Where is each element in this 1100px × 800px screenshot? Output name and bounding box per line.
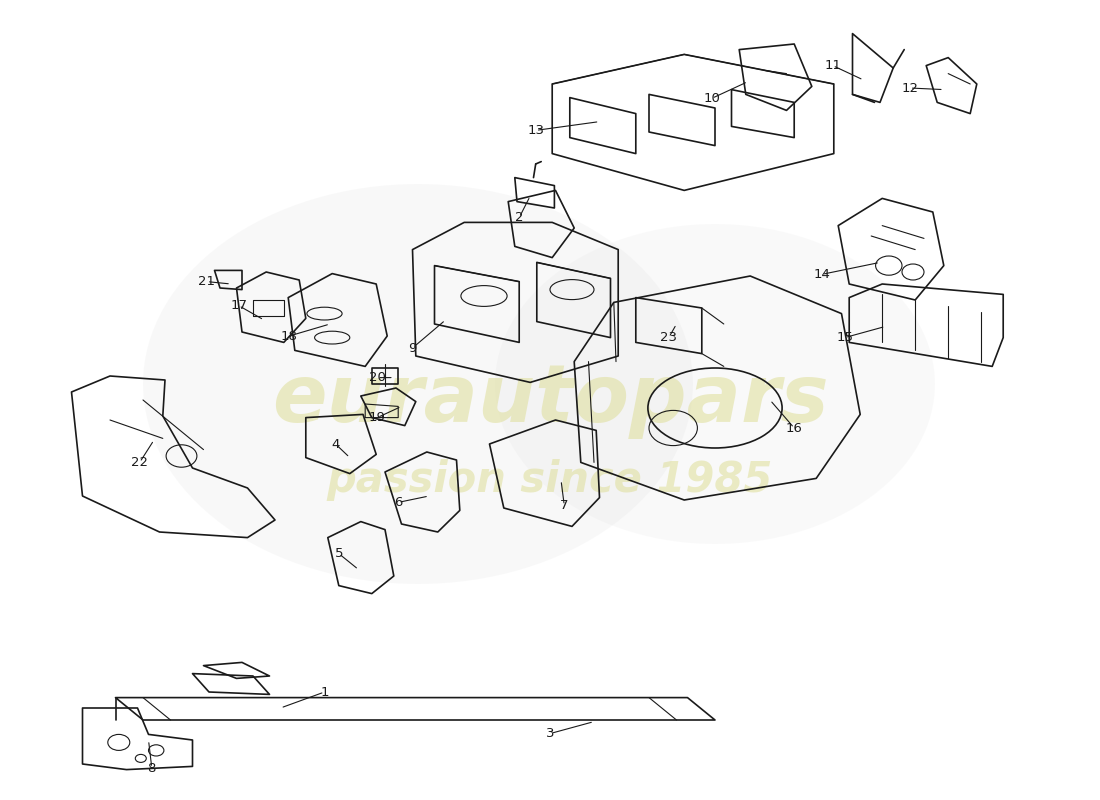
Text: 9: 9 (408, 342, 417, 354)
Text: 8: 8 (147, 762, 156, 774)
Circle shape (495, 224, 935, 544)
Text: 10: 10 (703, 92, 720, 105)
Text: 12: 12 (901, 82, 918, 94)
Text: passion since 1985: passion since 1985 (327, 459, 773, 501)
Text: 16: 16 (785, 422, 803, 434)
Text: 18: 18 (280, 330, 298, 342)
Text: 22: 22 (131, 456, 149, 469)
Text: 15: 15 (836, 331, 854, 344)
Text: 4: 4 (331, 438, 340, 450)
Text: 3: 3 (546, 727, 554, 740)
Text: 1: 1 (320, 686, 329, 698)
Text: 7: 7 (560, 499, 569, 512)
Text: 13: 13 (527, 124, 544, 137)
Text: 11: 11 (824, 59, 842, 72)
Text: 6: 6 (394, 496, 403, 509)
Text: 17: 17 (230, 299, 248, 312)
Text: eurautopars: eurautopars (272, 361, 828, 439)
Circle shape (143, 184, 693, 584)
Text: 23: 23 (660, 331, 678, 344)
Text: 2: 2 (515, 211, 524, 224)
Text: 21: 21 (198, 275, 216, 288)
Text: 5: 5 (334, 547, 343, 560)
Text: 14: 14 (813, 268, 830, 281)
Text: 20: 20 (368, 371, 386, 384)
Text: 19: 19 (368, 411, 386, 424)
